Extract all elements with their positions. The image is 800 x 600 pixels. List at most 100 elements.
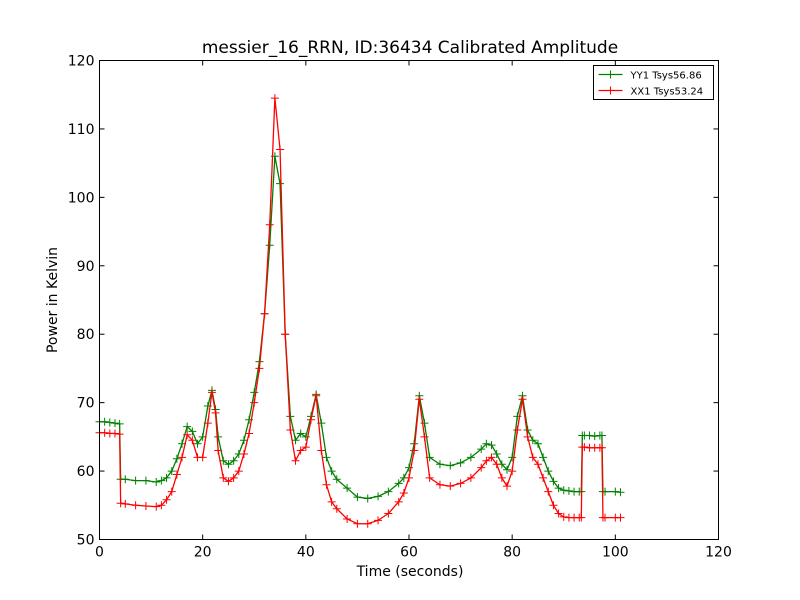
data-point: [239, 449, 248, 458]
y-tick-label: 110: [68, 122, 95, 138]
data-point: [131, 476, 140, 485]
data-point: [332, 475, 341, 484]
data-point: [188, 427, 197, 436]
data-point: [394, 479, 403, 488]
data-point: [482, 456, 491, 465]
data-point: [528, 453, 537, 462]
data-point: [162, 495, 171, 504]
data-point: [487, 453, 496, 462]
data-point: [544, 467, 553, 476]
data-point: [374, 516, 383, 525]
data-point: [466, 473, 475, 482]
data-point: [141, 501, 150, 510]
x-tick-label: 0: [95, 545, 104, 561]
data-point: [245, 429, 254, 438]
y-tick-label: 70: [77, 396, 95, 412]
data-point: [203, 419, 212, 428]
data-point: [207, 388, 216, 397]
data-point: [115, 419, 124, 428]
data-point: [327, 497, 336, 506]
data-point: [260, 309, 269, 318]
data-point: [549, 477, 558, 486]
data-point: [343, 484, 352, 493]
data-point: [211, 408, 220, 417]
data-point: [255, 364, 264, 373]
data-point: [466, 453, 475, 462]
data-point: [544, 487, 553, 496]
data-point: [110, 419, 119, 428]
data-point: [110, 429, 119, 438]
data-point: [152, 478, 161, 487]
data-point: [115, 430, 124, 439]
y-tick-label: 60: [77, 464, 95, 480]
data-point: [549, 501, 558, 510]
data-point: [353, 493, 362, 502]
data-point: [456, 458, 465, 467]
y-tick-label: 100: [68, 190, 95, 206]
data-point: [446, 482, 455, 491]
data-point: [456, 479, 465, 488]
data-point: [497, 473, 506, 482]
data-point: [270, 94, 279, 103]
data-point: [167, 467, 176, 476]
data-point: [539, 473, 548, 482]
data-point: [131, 501, 140, 510]
data-point: [528, 436, 537, 445]
data-point: [597, 431, 606, 440]
legend-item: XX1 Tsys53.24: [598, 86, 703, 98]
x-tick-label: 120: [705, 545, 732, 561]
data-point: [224, 477, 233, 486]
data-point: [172, 454, 181, 463]
data-point: [198, 453, 207, 462]
data-point: [327, 467, 336, 476]
data-point: [188, 436, 197, 445]
data-point: [296, 446, 305, 455]
data-point: [384, 487, 393, 496]
data-point: [559, 486, 568, 495]
data-point: [446, 461, 455, 470]
data-point: [533, 439, 542, 448]
data-point: [601, 513, 610, 522]
data-point: [363, 494, 372, 503]
data-point: [162, 473, 171, 482]
data-point: [482, 439, 491, 448]
data-point: [513, 426, 522, 435]
data-point: [100, 428, 109, 437]
data-point: [116, 499, 125, 508]
y-axis-title: Power in Kelvin: [45, 247, 61, 353]
plot-area: [95, 94, 625, 528]
data-point: [399, 488, 408, 497]
data-point: [374, 492, 383, 501]
data-point: [435, 460, 444, 469]
chart-title: messier_16_RRN, ID:36434 Calibrated Ampl…: [202, 38, 618, 58]
x-tick-label: 60: [400, 545, 418, 561]
data-point: [523, 432, 532, 441]
data-point: [353, 519, 362, 528]
data-point: [585, 431, 594, 440]
data-point: [296, 429, 305, 438]
data-point: [503, 482, 512, 491]
y-tick-label: 50: [77, 533, 95, 549]
data-point: [580, 443, 589, 452]
data-point: [291, 436, 300, 445]
x-tick-label: 80: [503, 545, 521, 561]
data-point: [405, 473, 413, 482]
data-point: [229, 456, 238, 465]
data-point: [167, 487, 176, 496]
data-point: [219, 473, 228, 482]
data-point: [590, 432, 599, 441]
data-point: [492, 460, 501, 469]
data-point: [343, 514, 352, 523]
data-point: [577, 513, 586, 522]
legend-label: YY1 Tsys56.86: [630, 71, 702, 82]
data-point: [508, 453, 517, 462]
data-point: [415, 395, 424, 404]
data-point: [239, 436, 248, 445]
data-point: [564, 486, 573, 495]
data-point: [492, 449, 501, 458]
data-point: [214, 446, 223, 455]
data-point: [312, 391, 321, 400]
legend-marker: [606, 70, 615, 79]
data-point: [420, 432, 429, 441]
